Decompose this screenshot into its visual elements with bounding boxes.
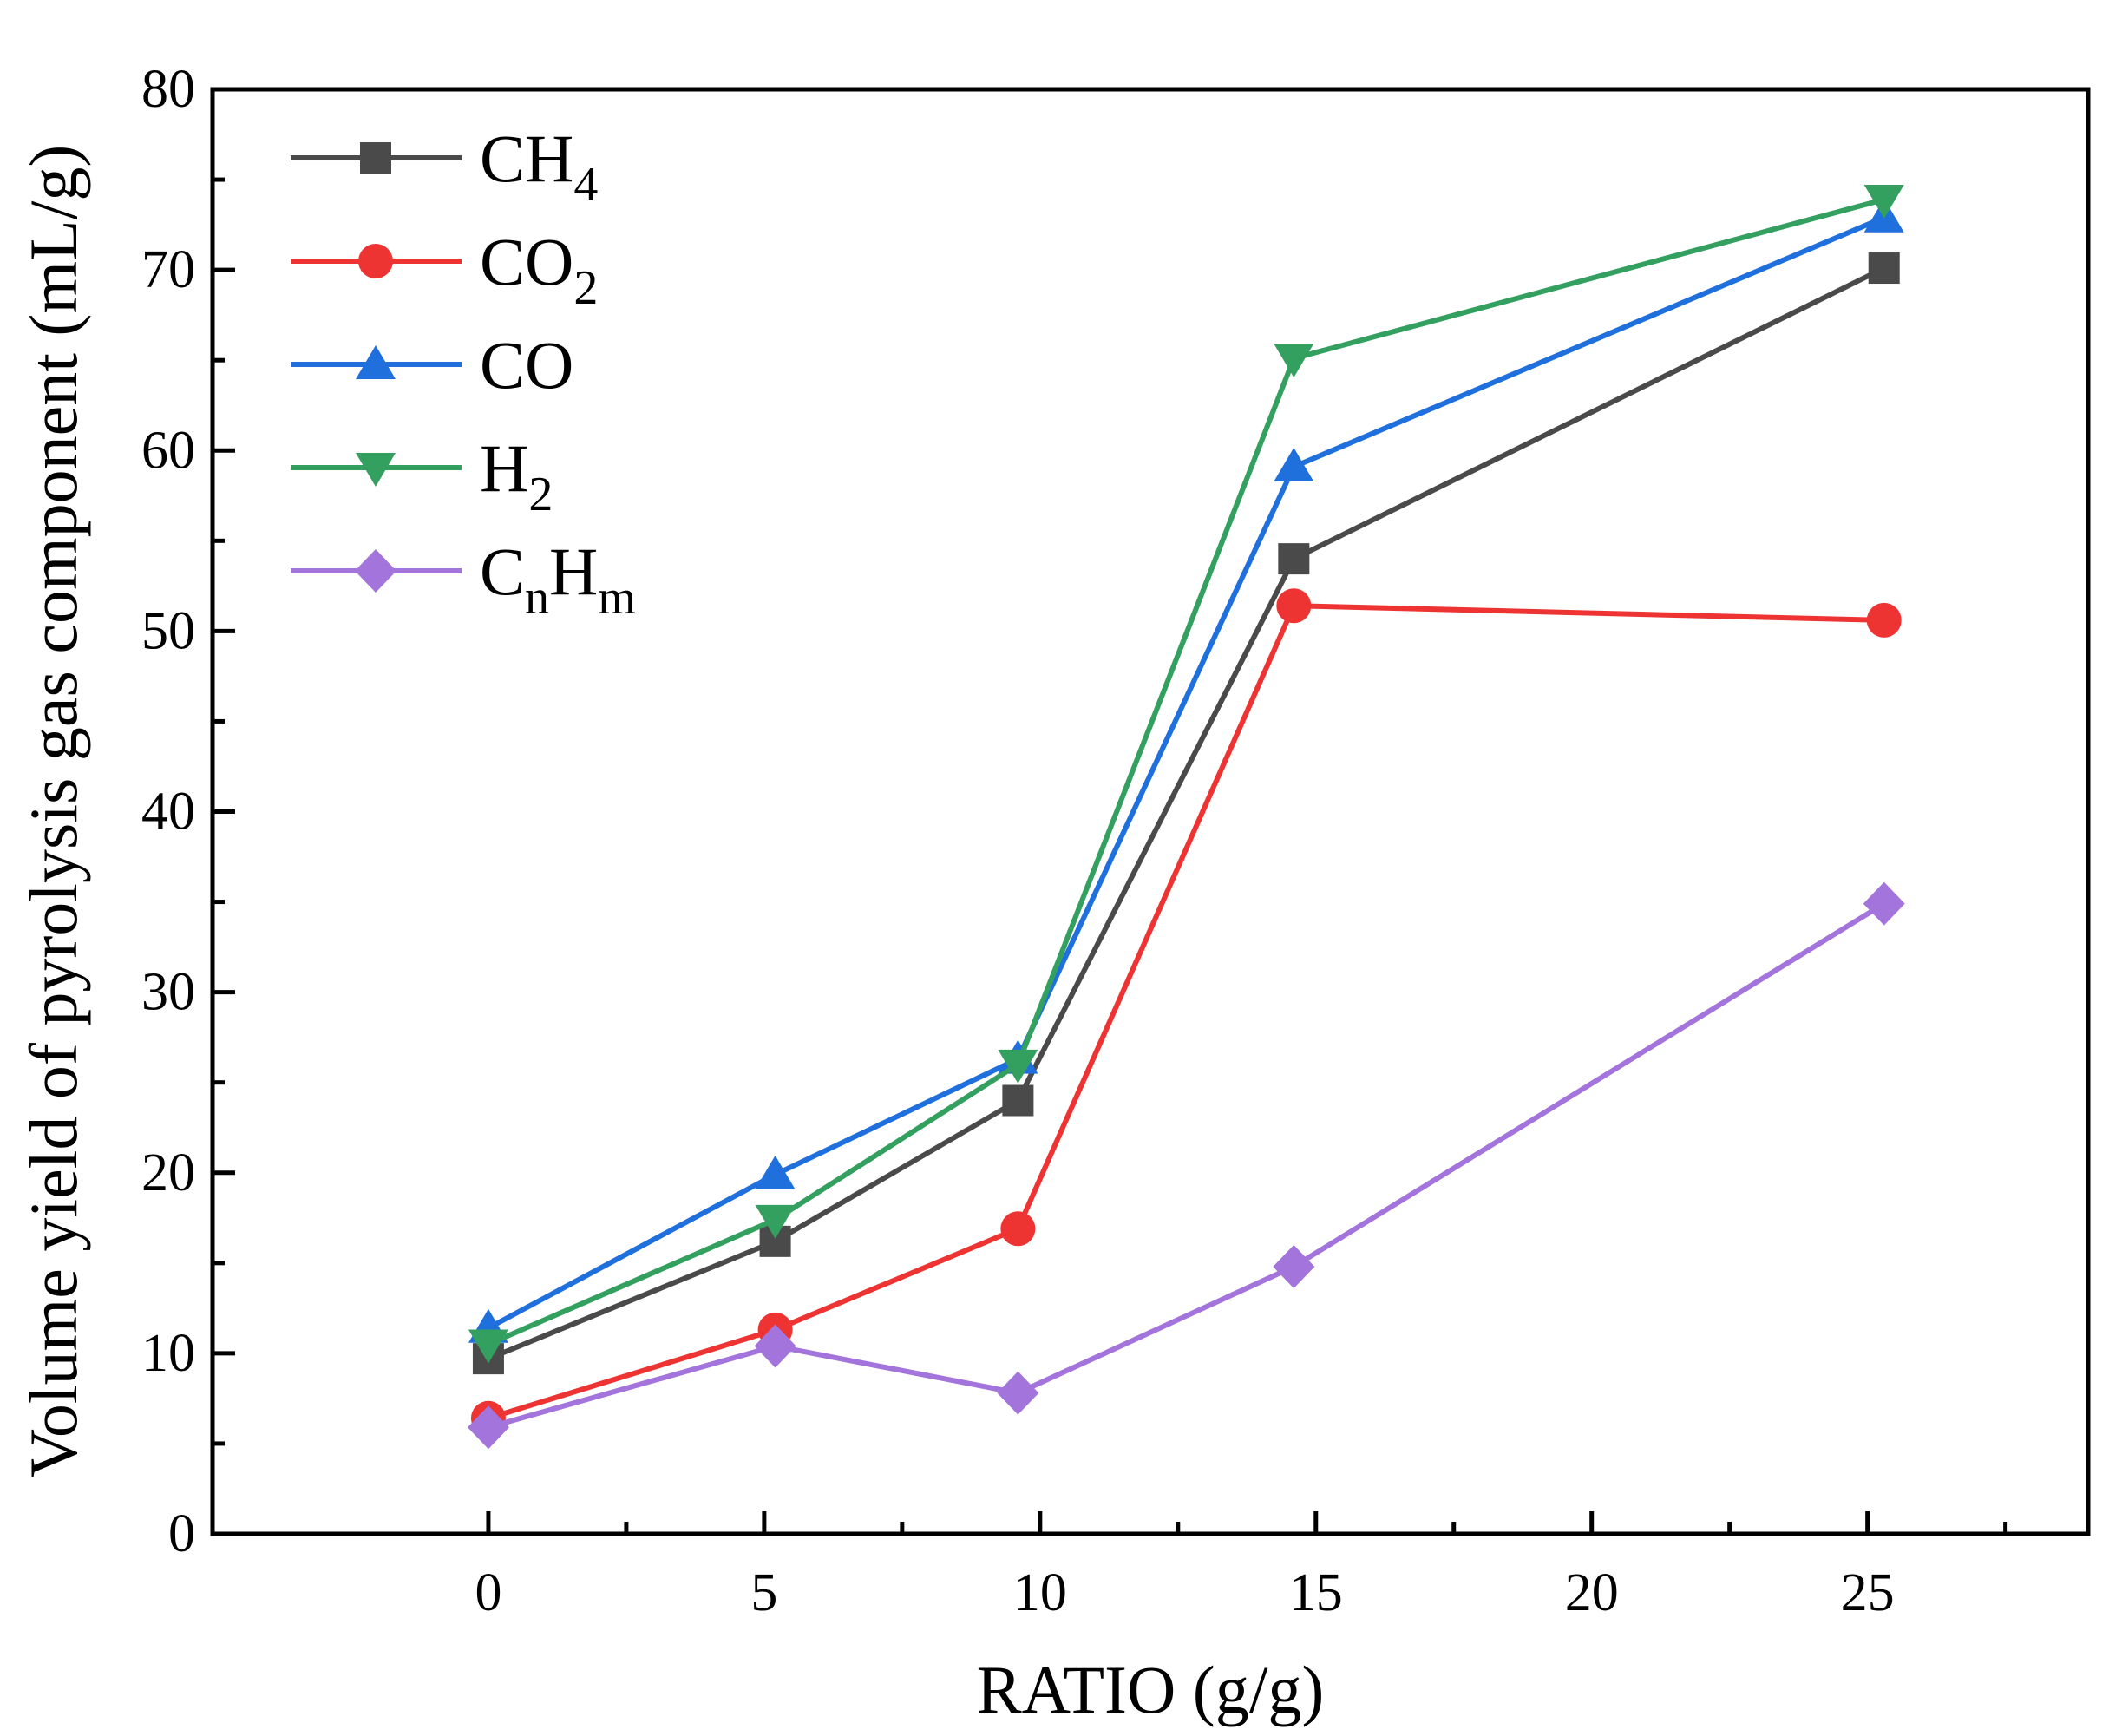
- data-point-h2: [998, 1049, 1038, 1084]
- data-point-cnhm: [997, 1371, 1039, 1415]
- legend-item-ch4: CH4: [291, 121, 598, 212]
- series-ch4: [472, 252, 1900, 1375]
- legend-marker-ch4: [360, 142, 391, 174]
- data-point-h2: [1863, 184, 1904, 219]
- y-tick-label: 80: [141, 60, 195, 119]
- y-tick-label: 20: [141, 1143, 195, 1202]
- x-tick-label: 25: [1841, 1563, 1895, 1622]
- legend-marker-co: [356, 345, 396, 379]
- series-h2: [468, 184, 1904, 1364]
- data-point-co: [1274, 447, 1314, 481]
- x-tick-label: 0: [475, 1563, 501, 1622]
- legend-item-h2: H2: [291, 430, 553, 521]
- data-point-cnhm: [1863, 881, 1905, 926]
- data-point-h2: [1274, 344, 1314, 378]
- legend-item-co2: CO2: [291, 224, 598, 315]
- x-tick-label: 10: [1013, 1563, 1067, 1622]
- series-line-co2: [488, 603, 1884, 1421]
- data-point-co2: [1000, 1211, 1036, 1247]
- legend-label-h2: H2: [480, 430, 553, 521]
- y-tick-label: 50: [141, 601, 195, 660]
- data-point-h2: [755, 1204, 796, 1239]
- y-tick-label: 0: [168, 1504, 195, 1563]
- legend-item-co: CO: [291, 327, 573, 403]
- y-tick-label: 10: [141, 1324, 195, 1383]
- y-tick-label: 40: [141, 783, 195, 842]
- y-axis: 0 10 20 30 40 50 60 70 80: [141, 60, 235, 1563]
- data-point-co: [755, 1155, 796, 1189]
- legend-label-cnhm: CnHm: [480, 534, 636, 625]
- legend-label-ch4: CH4: [480, 121, 598, 212]
- legend-item-cnhm: CnHm: [291, 534, 636, 625]
- data-point-ch4: [1002, 1084, 1034, 1117]
- legend: CH4 CO2 CO H2 CnHm: [291, 121, 636, 625]
- series-co2: [470, 588, 1902, 1436]
- data-point-co2: [1866, 602, 1902, 638]
- y-axis-title: Volume yield of pyrolysis gas component …: [16, 145, 91, 1478]
- y-tick-label: 70: [141, 240, 195, 299]
- legend-marker-h2: [356, 453, 396, 487]
- series-layer: [467, 184, 1905, 1450]
- series-line-cnhm: [488, 901, 1886, 1431]
- x-tick-label: 15: [1289, 1563, 1343, 1622]
- series-cnhm: [467, 881, 1905, 1450]
- data-point-cnhm: [467, 1405, 509, 1450]
- data-point-ch4: [1868, 252, 1900, 285]
- x-axis-title: RATIO (g/g): [977, 1652, 1325, 1727]
- data-point-h2: [468, 1329, 508, 1364]
- legend-label-co: CO: [480, 327, 573, 403]
- series-line-ch4: [487, 265, 1886, 1361]
- data-point-co2: [1276, 588, 1312, 624]
- x-tick-label: 20: [1565, 1563, 1619, 1622]
- data-point-ch4: [1278, 543, 1310, 575]
- legend-marker-co2: [358, 244, 393, 278]
- x-tick-label: 5: [750, 1563, 777, 1622]
- y-tick-label: 30: [141, 963, 195, 1022]
- data-point-cnhm: [754, 1324, 796, 1368]
- legend-label-co2: CO2: [480, 224, 598, 315]
- legend-marker-cnhm: [355, 549, 396, 593]
- x-axis: 0 5 10 15 20 25: [475, 1511, 2008, 1622]
- y-tick-label: 60: [141, 421, 195, 480]
- data-point-cnhm: [1273, 1244, 1315, 1288]
